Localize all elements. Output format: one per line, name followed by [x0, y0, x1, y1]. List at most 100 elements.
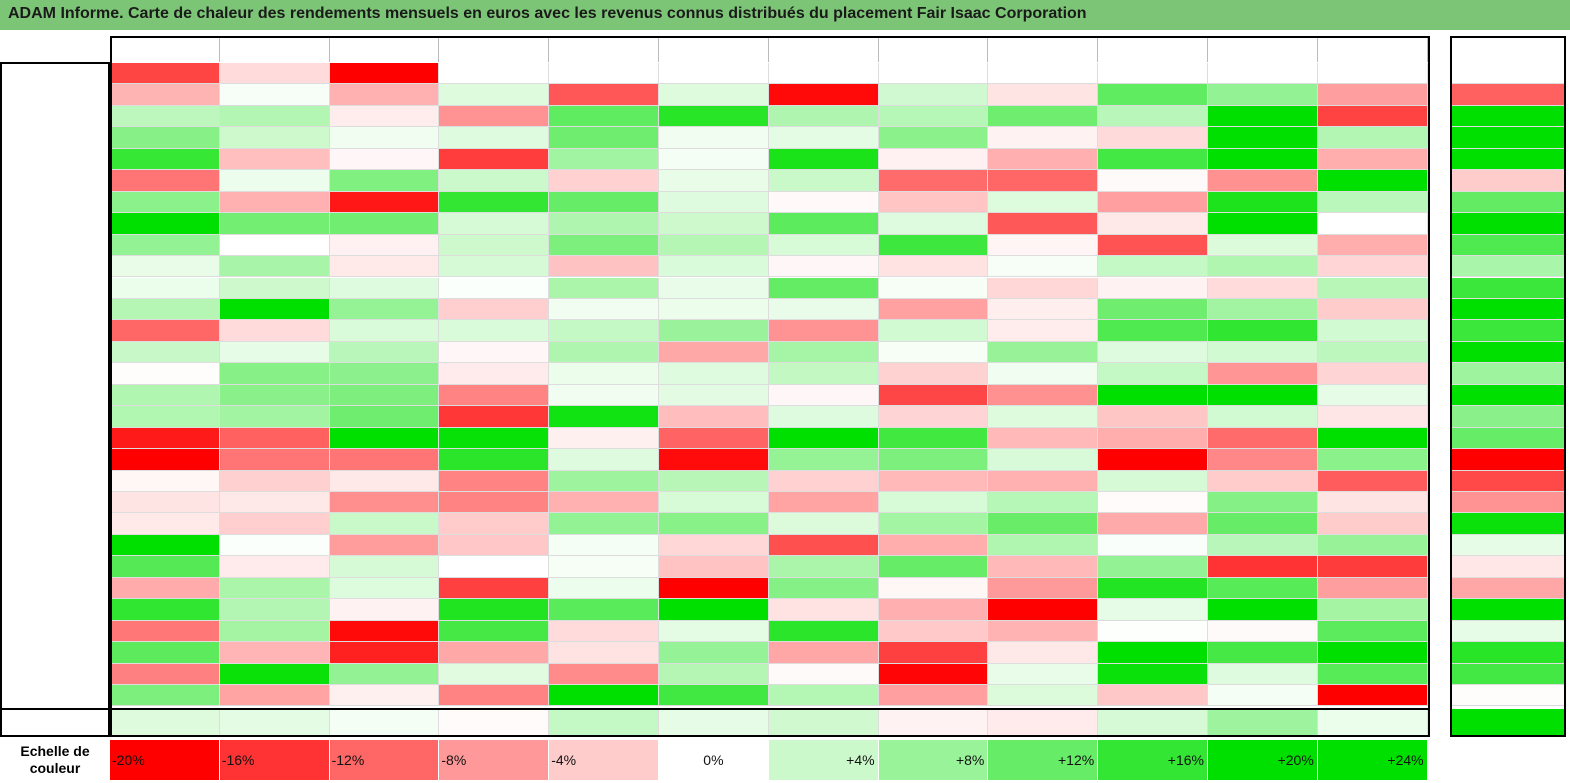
row-year-label: [0, 191, 110, 214]
heatmap-cell: [219, 127, 330, 149]
heatmap-cell: [439, 599, 550, 621]
heatmap-cell: [219, 642, 330, 664]
heatmap-cell: [988, 663, 1099, 686]
heatmap-cell: [549, 363, 659, 385]
average-cell: [659, 708, 769, 735]
heatmap-cell: [988, 556, 1099, 578]
heatmap-cell: [439, 620, 550, 643]
heatmap-cell: [988, 513, 1099, 535]
heatmap-cell: [439, 148, 550, 171]
heatmap-cell: [878, 427, 989, 450]
scale-step: -16%: [219, 740, 330, 780]
heatmap-cell: [988, 63, 1099, 85]
heatmap-cell: [439, 427, 550, 450]
heatmap-cell: [549, 642, 659, 664]
heatmap-cell: [1317, 492, 1428, 514]
average-cell: [768, 708, 879, 735]
row-year-label: [0, 384, 110, 407]
row-year-label: [0, 492, 110, 514]
heatmap-cell: [1208, 170, 1318, 192]
heatmap-cell: [768, 63, 879, 85]
heatmap-cell: [219, 577, 330, 600]
heatmap-cell: [768, 341, 879, 364]
heatmap-cell: [988, 320, 1099, 342]
heatmap-cell: [219, 213, 330, 235]
row-year-label: [0, 170, 110, 192]
scale-step: -4%: [549, 740, 659, 780]
heatmap-cell: [659, 577, 769, 600]
heatmap-cell: [1098, 277, 1208, 299]
heatmap-cell: [549, 449, 659, 471]
heatmap-cell: [219, 277, 330, 299]
heatmap-cell: [988, 277, 1099, 299]
heatmap-cell: [549, 492, 659, 514]
row-year-label: [0, 84, 110, 106]
month-header: [329, 38, 440, 62]
heatmap-cell: [1208, 105, 1318, 128]
month-header: [988, 38, 1099, 62]
heatmap-cell: [878, 663, 989, 686]
heatmap-cell: [878, 599, 989, 621]
heatmap-cell: [1317, 620, 1428, 643]
heatmap-cell: [110, 363, 220, 385]
year-total-cell: [1452, 298, 1564, 321]
heatmap-cell: [1317, 577, 1428, 600]
heatmap-cell: [1317, 298, 1428, 321]
heatmap-cell: [1098, 599, 1208, 621]
heatmap-cell: [1098, 406, 1208, 428]
heatmap-cell: [659, 513, 769, 535]
scale-step: -8%: [439, 740, 550, 780]
heatmap-cell: [1208, 384, 1318, 407]
heatmap-cell: [329, 191, 440, 214]
heatmap-cell: [439, 663, 550, 686]
year-total-cell: [1452, 685, 1564, 707]
heatmap-cell: [549, 556, 659, 578]
month-header: [549, 38, 659, 62]
heatmap-cell: [1208, 556, 1318, 578]
heatmap-cell: [329, 213, 440, 235]
average-cell: [329, 708, 440, 735]
heatmap-cell: [1098, 341, 1208, 364]
heatmap-cell: [1317, 277, 1428, 299]
heatmap-cell: [768, 577, 879, 600]
heatmap-cell: [219, 148, 330, 171]
year-total-cell: [1452, 470, 1564, 492]
month-header: [659, 38, 769, 62]
heatmap-cell: [768, 642, 879, 664]
heatmap-cell: [329, 63, 440, 85]
heatmap-cell: [1317, 556, 1428, 578]
heatmap-cell: [1317, 685, 1428, 707]
year-total-cell: [1452, 599, 1564, 621]
month-header: [439, 38, 550, 62]
heatmap-cell: [1208, 148, 1318, 171]
heatmap-cell: [1208, 363, 1318, 385]
month-header: [1317, 38, 1428, 62]
heatmap-cell: [1208, 427, 1318, 450]
heatmap-cell: [110, 685, 220, 707]
heatmap-cell: [439, 577, 550, 600]
heatmap-cell: [439, 534, 550, 557]
heatmap-cell: [768, 298, 879, 321]
heatmap-cell: [878, 642, 989, 664]
heatmap-cell: [219, 256, 330, 278]
heatmap-cell: [1317, 449, 1428, 471]
heatmap-cell: [549, 191, 659, 214]
heatmap-cell: [1317, 427, 1428, 450]
heatmap-cell: [219, 234, 330, 257]
year-total-cell: [1452, 577, 1564, 600]
heatmap-cell: [659, 449, 769, 471]
heatmap-cell: [439, 213, 550, 235]
heatmap-cell: [110, 620, 220, 643]
year-total-cell: [1452, 513, 1564, 535]
year-total-cell: [1452, 534, 1564, 557]
heatmap-cell: [1208, 685, 1318, 707]
year-total-cell: [1452, 363, 1564, 385]
heatmap-cell: [549, 148, 659, 171]
heatmap-cell: [1317, 341, 1428, 364]
heatmap-cell: [878, 148, 989, 171]
heatmap-cell: [549, 577, 659, 600]
heatmap-cell: [549, 84, 659, 106]
heatmap-cell: [110, 298, 220, 321]
heatmap-cell: [549, 105, 659, 128]
heatmap-cell: [329, 449, 440, 471]
